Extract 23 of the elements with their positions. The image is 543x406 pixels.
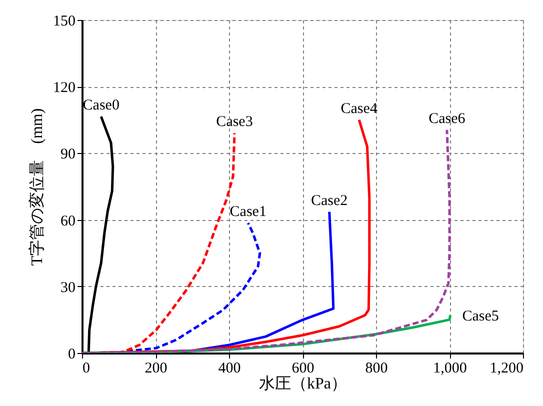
y-tick-label: 120 — [53, 80, 76, 96]
x-tick-label: 600 — [292, 360, 314, 376]
y-tick-label: 0 — [68, 346, 76, 362]
series-label: Case6 — [428, 110, 466, 127]
y-tick-label: 60 — [60, 213, 76, 230]
line-series — [82, 128, 451, 353]
x-tick-label: 200 — [144, 360, 168, 376]
x-tick-label: 1,000 — [433, 360, 467, 376]
x-tick-label: 0 — [82, 360, 90, 376]
series-label: Case5 — [462, 308, 499, 324]
series-label: Case1 — [230, 204, 266, 220]
y-tick-label: 150 — [53, 14, 76, 30]
x-tick-label: 400 — [218, 360, 241, 376]
series-label: Case2 — [310, 192, 348, 209]
y-tick-label: 90 — [60, 146, 76, 163]
y-axis-title: T字管の変位量 (mm) — [28, 108, 46, 266]
x-tick-label: 800 — [365, 360, 388, 376]
series-label: Case3 — [216, 114, 253, 130]
series-label: Case4 — [340, 100, 378, 117]
x-tick-label: 1,200 — [490, 360, 524, 376]
y-tick-label: 30 — [60, 280, 76, 296]
series-label: Case0 — [82, 98, 120, 114]
x-axis-title: 水圧（kPa） — [259, 374, 347, 392]
